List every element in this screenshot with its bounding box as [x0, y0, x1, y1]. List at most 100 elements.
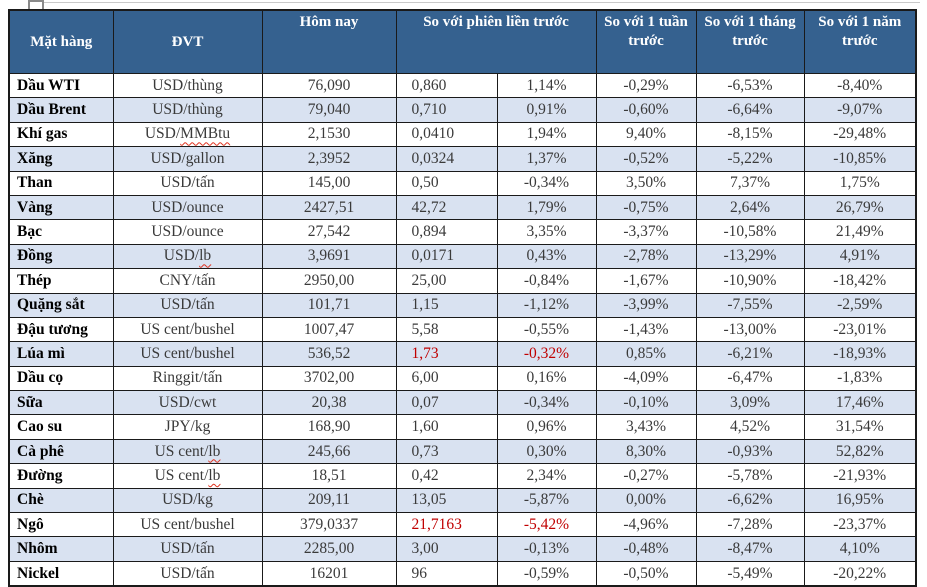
cell-pct-week: -0,48%	[595, 536, 697, 562]
document-page: { "colors": { "header_bg": "#35618F", "h…	[8, 0, 920, 587]
cell-pct-month: -7,28%	[695, 512, 805, 538]
cell-pct-month: -5,22%	[695, 146, 805, 172]
cell-pct-month: -8,15%	[695, 121, 805, 148]
cell-pct-session: -5,87%	[496, 487, 597, 514]
misspelled-word: lb	[208, 466, 221, 484]
cell-change: 0,0171	[395, 243, 498, 270]
header-row: Mặt hàng ĐVT Hôm nay So với phiên liền t…	[8, 9, 917, 74]
cell-unit: USD/tấn	[112, 292, 263, 318]
cell-unit: CNY/tấn	[112, 268, 263, 294]
cell-pct-week: -0,75%	[595, 194, 697, 221]
cell-pct-session: -0,84%	[496, 268, 597, 294]
cell-unit: USD/ounce	[112, 194, 263, 221]
cell-pct-session: 2,34%	[496, 463, 597, 489]
table-move-handle-icon[interactable]	[28, 0, 44, 10]
table-row: Đường US cent/lb 18,51 0,42 2,34% -0,27% -5,78…	[8, 463, 917, 489]
col-header-vs-prev-session: So với phiên liền trước	[395, 9, 597, 74]
cell-pct-session: 0,43%	[496, 243, 597, 270]
cell-pct-session: 1,94%	[496, 121, 597, 148]
cell-pct-session: -5,42%	[496, 512, 597, 538]
table-row: Thép CNY/tấn 2950,00 25,00 -0,84% -1,67% -10,9…	[8, 268, 917, 294]
cell-commodity: Vàng	[8, 194, 114, 221]
cell-pct-year: 1,75%	[803, 170, 917, 196]
cell-unit: USD/tấn	[112, 170, 263, 196]
cell-pct-session: -1,12%	[496, 292, 597, 318]
cell-pct-month: -8,47%	[695, 536, 805, 562]
cell-today: 145,00	[261, 170, 397, 196]
cell-today: 3,9691	[261, 243, 397, 270]
cell-pct-month: 4,52%	[695, 414, 805, 440]
cell-pct-year: -23,37%	[803, 512, 917, 538]
unit-text: US cent/	[154, 466, 209, 484]
cell-change: 0,860	[395, 72, 498, 99]
cell-pct-year: -20,22%	[803, 560, 917, 587]
table-row: Xăng USD/gallon 2,3952 0,0324 1,37% -0,52% -5,…	[8, 146, 917, 172]
cell-pct-session: 1,79%	[496, 194, 597, 221]
cell-pct-year: 4,10%	[803, 536, 917, 562]
cell-pct-year: 31,54%	[803, 414, 917, 440]
table-row: Dầu WTI USD/thùng 76,090 0,860 1,14% -0,29% -6…	[8, 72, 917, 99]
cell-commodity: Dầu Brent	[8, 97, 114, 123]
cell-unit: JPY/kg	[112, 414, 263, 440]
cell-pct-month: 3,09%	[695, 390, 805, 416]
cell-pct-session: -0,34%	[496, 390, 597, 416]
misspelled-word: MMBtu	[180, 125, 231, 143]
cell-pct-month: -13,00%	[695, 316, 805, 343]
cell-pct-week: 3,50%	[595, 170, 697, 196]
cell-commodity: Thép	[8, 268, 114, 294]
cell-unit: USD/ounce	[112, 219, 263, 245]
table-row: Nickel USD/tấn 16201 96 -0,59% -0,50% -5,49% -2…	[8, 560, 917, 587]
unit-text: USD/	[144, 125, 181, 143]
cell-pct-year: 26,79%	[803, 194, 917, 221]
cell-change: 1,15	[395, 292, 498, 318]
cell-pct-week: 9,40%	[595, 121, 697, 148]
cell-today: 209,11	[261, 487, 397, 514]
cell-commodity: Cà phê	[8, 438, 114, 465]
cell-today: 20,38	[261, 390, 397, 416]
cell-commodity: Đồng	[8, 243, 114, 270]
cell-pct-week: 8,30%	[595, 438, 697, 465]
cell-pct-week: -0,60%	[595, 97, 697, 123]
cell-unit: Ringgit/tấn	[112, 365, 263, 392]
cell-change: 6,00	[395, 365, 498, 392]
cell-unit: US cent/lb	[112, 438, 263, 465]
cell-change: 0,73	[395, 438, 498, 465]
cell-today: 76,090	[261, 72, 397, 99]
cell-pct-session: 0,96%	[496, 414, 597, 440]
cell-pct-session: -0,55%	[496, 316, 597, 343]
cell-unit: USD/cwt	[112, 390, 263, 416]
cell-unit: US cent/bushel	[112, 341, 263, 367]
cell-pct-month: -0,93%	[695, 438, 805, 465]
table-row: Dầu Brent USD/thùng 79,040 0,710 0,91% -0,60%…	[8, 97, 917, 123]
table-row: Chè USD/kg 209,11 13,05 -5,87% 0,00% -6,62% 16,…	[8, 487, 917, 514]
cell-unit: US cent/lb	[112, 463, 263, 489]
cell-today: 27,542	[261, 219, 397, 245]
cell-unit: US cent/bushel	[112, 316, 263, 343]
table-row: Dầu cọ Ringgit/tấn 3702,00 6,00 0,16% -4,09% -…	[8, 365, 917, 392]
cell-today: 1007,47	[261, 316, 397, 343]
cell-pct-session: 1,37%	[496, 146, 597, 172]
cell-commodity: Đậu tương	[8, 316, 114, 343]
unit-text: US cent/	[154, 442, 209, 460]
cell-change: 25,00	[395, 268, 498, 294]
cell-pct-month: -6,53%	[695, 72, 805, 99]
cell-pct-year: -9,07%	[803, 97, 917, 123]
cell-today: 16201	[261, 560, 397, 587]
cell-unit: USD/tấn	[112, 560, 263, 587]
cell-pct-year: 17,46%	[803, 390, 917, 416]
text-boundary-line	[36, 2, 920, 3]
cell-commodity: Than	[8, 170, 114, 196]
cell-commodity: Nickel	[8, 560, 114, 587]
cell-pct-week: -3,37%	[595, 219, 697, 245]
cell-change: 0,50	[395, 170, 498, 196]
col-header-vs-month: So với 1 tháng trước	[695, 9, 805, 74]
cell-pct-year: -29,48%	[803, 121, 917, 148]
cell-pct-year: -2,59%	[803, 292, 917, 318]
cell-change: 21,7163	[395, 512, 498, 538]
cell-pct-year: -18,42%	[803, 268, 917, 294]
cell-pct-month: -13,29%	[695, 243, 805, 270]
cell-pct-year: 52,82%	[803, 438, 917, 465]
cell-pct-session: -0,13%	[496, 536, 597, 562]
cell-today: 2285,00	[261, 536, 397, 562]
cell-today: 2427,51	[261, 194, 397, 221]
